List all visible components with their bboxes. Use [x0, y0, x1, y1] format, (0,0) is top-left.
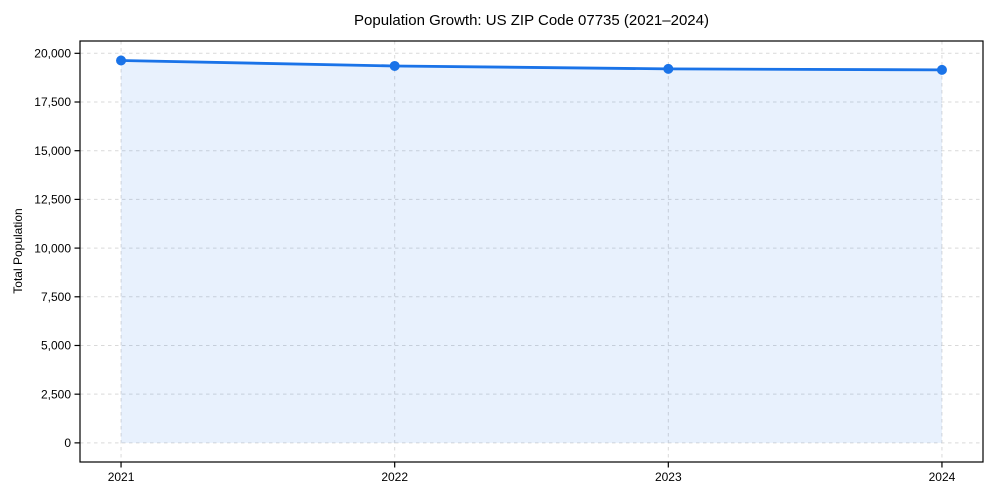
axes-box-group	[79, 40, 984, 463]
data-point	[116, 55, 127, 66]
y-tick-label: 5,000	[41, 339, 71, 353]
y-tick-label: 12,500	[34, 193, 71, 207]
y-tick-label: 10,000	[34, 241, 71, 255]
gridlines	[80, 41, 983, 462]
tick-labels: 0 2,500 5,000 7,500 10,000 12,500 15,000 17,500…	[34, 47, 955, 484]
x-tick-label: 2024	[929, 470, 956, 484]
y-tick-label: 15,000	[34, 144, 71, 158]
data-point-markers	[116, 55, 947, 75]
data-point	[663, 63, 674, 74]
y-tick-label: 0	[64, 436, 71, 450]
y-tick-label: 2,500	[41, 387, 71, 401]
x-tick-label: 2023	[655, 470, 682, 484]
trend-line-group	[119, 59, 944, 72]
chart-title: Population Growth: US ZIP Code 07735 (20…	[354, 12, 709, 29]
area-fill-group	[121, 60, 942, 443]
area-fill	[121, 60, 942, 443]
tick-marks	[74, 52, 943, 468]
y-tick-label: 20,000	[34, 47, 71, 61]
y-axis-label: Total Population	[11, 208, 25, 294]
x-tick-label: 2021	[108, 470, 135, 484]
axes-box	[79, 40, 984, 463]
y-tick-label: 7,500	[41, 290, 71, 304]
x-tick-label: 2022	[381, 470, 408, 484]
data-point	[936, 64, 947, 75]
trend-line	[119, 59, 944, 72]
data-point	[389, 60, 400, 71]
y-tick-label: 17,500	[34, 95, 71, 109]
